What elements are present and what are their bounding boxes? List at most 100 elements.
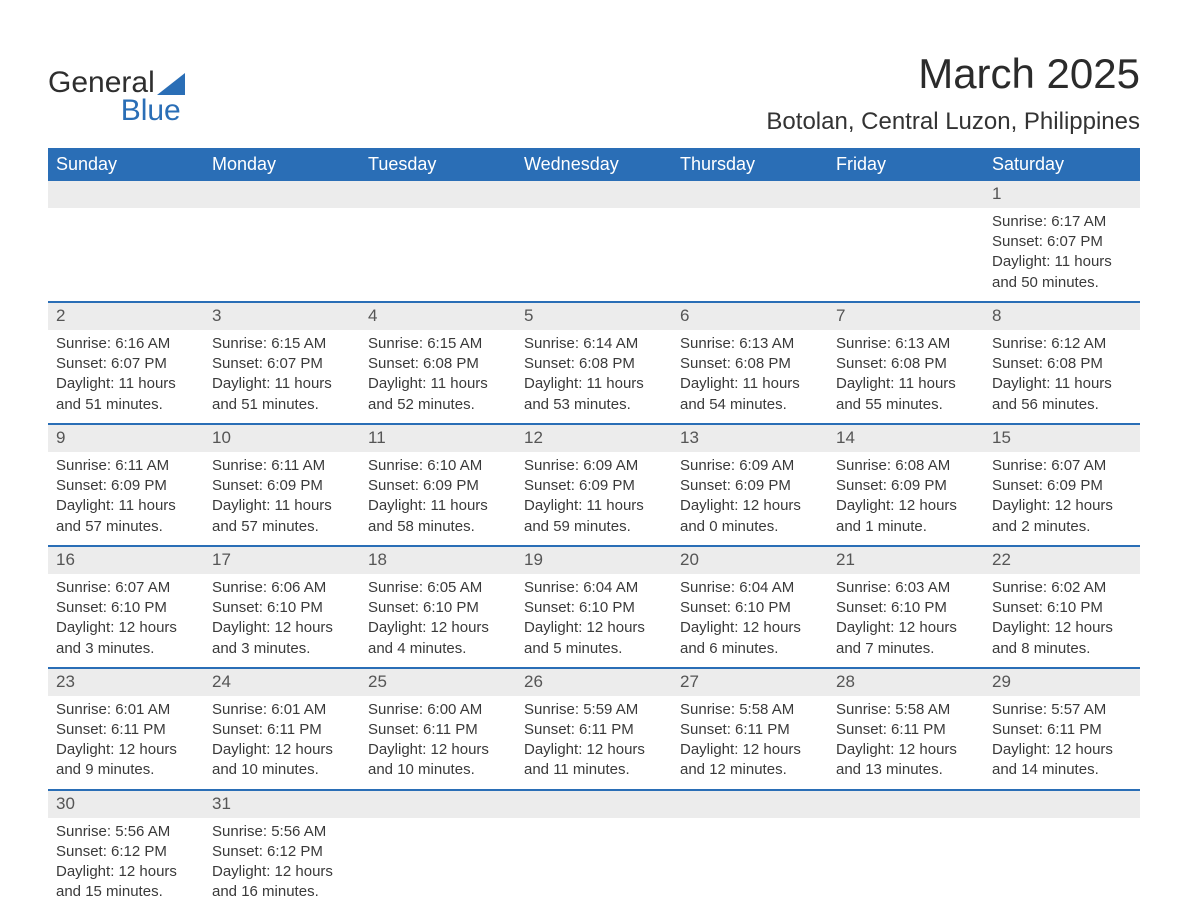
daylight-line1: Daylight: 11 hours — [368, 496, 508, 516]
day-number: 10 — [212, 428, 231, 447]
day-data-cell: Sunrise: 5:56 AMSunset: 6:12 PMDaylight:… — [48, 818, 204, 911]
day-number: 27 — [680, 672, 699, 691]
sunset: Sunset: 6:07 PM — [56, 354, 196, 374]
sunrise: Sunrise: 6:15 AM — [212, 334, 352, 354]
daylight-line2: and 6 minutes. — [680, 639, 820, 659]
day-number-cell: 24 — [204, 668, 360, 696]
day-data-cell: Sunrise: 5:58 AMSunset: 6:11 PMDaylight:… — [672, 696, 828, 790]
day-number: 16 — [56, 550, 75, 569]
day-number-cell: 28 — [828, 668, 984, 696]
daylight-line1: Daylight: 11 hours — [524, 496, 664, 516]
day-number-cell: 30 — [48, 790, 204, 818]
day-number: 7 — [836, 306, 845, 325]
day-number-cell: 20 — [672, 546, 828, 574]
weekday-header: Saturday — [984, 148, 1140, 181]
day-data-cell — [828, 208, 984, 302]
daylight-line1: Daylight: 11 hours — [368, 374, 508, 394]
sunrise: Sunrise: 6:09 AM — [524, 456, 664, 476]
day-number-cell: 16 — [48, 546, 204, 574]
daylight-line1: Daylight: 12 hours — [524, 740, 664, 760]
sunset: Sunset: 6:10 PM — [992, 598, 1132, 618]
sunrise: Sunrise: 6:03 AM — [836, 578, 976, 598]
day-number: 13 — [680, 428, 699, 447]
week-daynum-row: 1 — [48, 181, 1140, 208]
sunset: Sunset: 6:11 PM — [368, 720, 508, 740]
daylight-line2: and 54 minutes. — [680, 395, 820, 415]
daylight-line1: Daylight: 12 hours — [56, 862, 196, 882]
day-number-cell: 2 — [48, 302, 204, 330]
day-number-cell: 9 — [48, 424, 204, 452]
daylight-line2: and 11 minutes. — [524, 760, 664, 780]
day-data-cell — [672, 818, 828, 911]
day-data-cell: Sunrise: 6:09 AMSunset: 6:09 PMDaylight:… — [516, 452, 672, 546]
day-number: 28 — [836, 672, 855, 691]
sunrise: Sunrise: 6:04 AM — [524, 578, 664, 598]
day-number-cell: 21 — [828, 546, 984, 574]
sunrise: Sunrise: 5:56 AM — [212, 822, 352, 842]
day-number: 4 — [368, 306, 377, 325]
day-number: 31 — [212, 794, 231, 813]
sunrise: Sunrise: 6:09 AM — [680, 456, 820, 476]
day-number: 26 — [524, 672, 543, 691]
day-data-cell: Sunrise: 5:57 AMSunset: 6:11 PMDaylight:… — [984, 696, 1140, 790]
logo: General Blue — [48, 50, 185, 126]
day-data-cell: Sunrise: 5:56 AMSunset: 6:12 PMDaylight:… — [204, 818, 360, 911]
day-data-cell — [48, 208, 204, 302]
daylight-line2: and 57 minutes. — [212, 517, 352, 537]
sunrise: Sunrise: 6:12 AM — [992, 334, 1132, 354]
day-data-cell: Sunrise: 6:16 AMSunset: 6:07 PMDaylight:… — [48, 330, 204, 424]
day-number-cell: 29 — [984, 668, 1140, 696]
day-number: 15 — [992, 428, 1011, 447]
day-number-cell — [360, 790, 516, 818]
day-number-cell: 10 — [204, 424, 360, 452]
day-number: 23 — [56, 672, 75, 691]
sunset: Sunset: 6:08 PM — [368, 354, 508, 374]
sunset: Sunset: 6:09 PM — [368, 476, 508, 496]
logo-triangle-icon — [157, 73, 185, 95]
sunset: Sunset: 6:11 PM — [212, 720, 352, 740]
daylight-line1: Daylight: 11 hours — [992, 252, 1132, 272]
sunrise: Sunrise: 6:11 AM — [212, 456, 352, 476]
day-number-cell: 31 — [204, 790, 360, 818]
sunrise: Sunrise: 6:07 AM — [56, 578, 196, 598]
daylight-line1: Daylight: 12 hours — [56, 618, 196, 638]
day-data-cell: Sunrise: 6:13 AMSunset: 6:08 PMDaylight:… — [828, 330, 984, 424]
day-number-cell — [828, 181, 984, 208]
daylight-line1: Daylight: 11 hours — [680, 374, 820, 394]
daylight-line1: Daylight: 12 hours — [56, 740, 196, 760]
day-data-cell — [204, 208, 360, 302]
sunrise: Sunrise: 5:56 AM — [56, 822, 196, 842]
sunset: Sunset: 6:09 PM — [680, 476, 820, 496]
day-number-cell: 17 — [204, 546, 360, 574]
sunset: Sunset: 6:08 PM — [836, 354, 976, 374]
week-data-row: Sunrise: 6:11 AMSunset: 6:09 PMDaylight:… — [48, 452, 1140, 546]
day-data-cell: Sunrise: 6:05 AMSunset: 6:10 PMDaylight:… — [360, 574, 516, 668]
day-number: 12 — [524, 428, 543, 447]
sunrise: Sunrise: 6:10 AM — [368, 456, 508, 476]
day-data-cell — [360, 818, 516, 911]
day-data-cell: Sunrise: 6:06 AMSunset: 6:10 PMDaylight:… — [204, 574, 360, 668]
daylight-line2: and 12 minutes. — [680, 760, 820, 780]
day-number-cell — [828, 790, 984, 818]
sunset: Sunset: 6:11 PM — [56, 720, 196, 740]
daylight-line1: Daylight: 11 hours — [212, 374, 352, 394]
sunset: Sunset: 6:08 PM — [680, 354, 820, 374]
sunrise: Sunrise: 6:05 AM — [368, 578, 508, 598]
sunset: Sunset: 6:10 PM — [368, 598, 508, 618]
sunset: Sunset: 6:10 PM — [56, 598, 196, 618]
sunrise: Sunrise: 5:57 AM — [992, 700, 1132, 720]
daylight-line1: Daylight: 12 hours — [368, 618, 508, 638]
daylight-line2: and 58 minutes. — [368, 517, 508, 537]
daylight-line1: Daylight: 11 hours — [836, 374, 976, 394]
daylight-line2: and 4 minutes. — [368, 639, 508, 659]
sunrise: Sunrise: 6:17 AM — [992, 212, 1132, 232]
daylight-line1: Daylight: 12 hours — [212, 862, 352, 882]
daylight-line2: and 13 minutes. — [836, 760, 976, 780]
sunset: Sunset: 6:11 PM — [680, 720, 820, 740]
day-data-cell: Sunrise: 6:11 AMSunset: 6:09 PMDaylight:… — [204, 452, 360, 546]
sunrise: Sunrise: 5:58 AM — [836, 700, 976, 720]
day-data-cell: Sunrise: 6:07 AMSunset: 6:10 PMDaylight:… — [48, 574, 204, 668]
week-data-row: Sunrise: 6:16 AMSunset: 6:07 PM Daylight:… — [48, 330, 1140, 424]
day-data-cell — [516, 818, 672, 911]
sunrise: Sunrise: 6:16 AM — [56, 334, 196, 354]
